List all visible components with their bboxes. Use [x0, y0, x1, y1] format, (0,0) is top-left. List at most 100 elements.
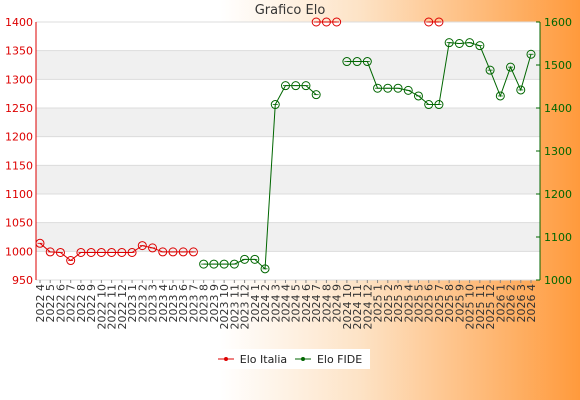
x-tick-label: 2025 7	[433, 284, 446, 323]
right-tick-label: 1200	[544, 188, 572, 201]
data-point	[158, 247, 168, 257]
x-tick-label: 2024 2	[259, 284, 272, 323]
data-point	[311, 90, 321, 100]
x-tick-label: 2022 12	[116, 284, 129, 330]
legend-swatch-fide	[294, 357, 311, 361]
data-point	[281, 81, 290, 91]
series-layer	[35, 17, 536, 274]
data-point	[342, 57, 352, 67]
data-point	[229, 259, 239, 269]
left-tick-label: 1000	[5, 245, 33, 258]
data-point	[188, 247, 198, 257]
x-tick-label: 2024 9	[331, 284, 344, 323]
plot-band	[36, 165, 540, 194]
data-point	[321, 17, 331, 27]
left-tick-label: 950	[12, 274, 33, 287]
right-tick-label: 1100	[544, 231, 572, 244]
x-tick-label: 2025 8	[443, 284, 456, 323]
x-tick-label: 2022 7	[65, 284, 78, 323]
plot-band	[36, 108, 540, 137]
series-0	[35, 17, 444, 266]
left-tick-label: 1200	[5, 131, 33, 144]
series-line	[39, 242, 194, 262]
data-point	[96, 247, 106, 257]
data-point	[424, 100, 434, 110]
x-tick-label: 2025 9	[453, 284, 466, 323]
plot-background	[36, 22, 540, 280]
x-tick-label: 2024 10	[341, 284, 354, 330]
plot-band	[36, 222, 540, 252]
data-point	[444, 38, 454, 48]
data-point	[454, 39, 464, 48]
data-point	[199, 259, 209, 269]
x-tick-label: 2024 11	[351, 284, 364, 330]
x-tick-label: 2023 3	[147, 284, 160, 323]
left-tick-label: 1250	[5, 102, 33, 115]
x-tick-label: 2025 11	[474, 284, 487, 330]
chart-title: Grafico Elo	[254, 3, 326, 18]
data-point	[352, 57, 362, 67]
data-point	[373, 83, 383, 93]
right-tick-label: 1000	[544, 274, 572, 287]
x-tick-label: 2022 8	[75, 284, 88, 323]
x-tick-label: 2023 2	[136, 284, 149, 323]
data-point	[219, 259, 229, 269]
x-tick-label: 2023 12	[239, 284, 252, 330]
x-tick-label: 2023 7	[187, 284, 200, 323]
data-point	[413, 91, 423, 101]
data-point	[311, 17, 321, 27]
x-tick-label: 2024 8	[320, 284, 333, 323]
legend-item-fide: Elo FIDE	[294, 353, 362, 366]
left-tick-label: 1350	[5, 45, 33, 58]
x-tick-label: 2025 10	[464, 284, 477, 330]
x-tick-label: 2026 4	[525, 284, 538, 323]
x-tick-label: 2025 5	[412, 284, 425, 323]
legend-swatch-italia	[217, 357, 234, 361]
left-tick-label: 1050	[5, 217, 33, 230]
x-tick-label: 2022 6	[54, 284, 67, 323]
data-point	[45, 247, 55, 257]
legend-label-italia: Elo Italia	[239, 352, 288, 366]
x-tick-label: 2025 3	[392, 284, 405, 323]
x-tick-label: 2025 12	[484, 284, 497, 330]
data-point	[291, 81, 301, 91]
data-point	[86, 247, 96, 257]
data-point	[434, 17, 444, 27]
data-point	[127, 247, 137, 257]
x-tick-label: 2022 11	[106, 284, 119, 330]
data-point	[137, 241, 147, 251]
x-tick-label: 2023 4	[157, 284, 170, 323]
data-point	[107, 247, 117, 257]
x-tick-label: 2024 6	[300, 284, 313, 323]
x-tick-label: 2024 1	[249, 284, 262, 323]
data-point	[393, 83, 403, 93]
grid-lines	[36, 21, 540, 281]
right-tick-label: 1600	[544, 16, 572, 29]
left-tick-label: 1150	[5, 159, 33, 172]
data-point	[66, 256, 76, 266]
data-point	[495, 91, 505, 101]
plot-band	[36, 50, 540, 80]
legend: Elo Italia Elo FIDE	[210, 349, 370, 369]
left-tick-label: 1300	[5, 73, 33, 86]
data-point	[55, 247, 65, 257]
data-point	[434, 100, 444, 110]
x-tick-label: 2024 5	[290, 284, 303, 323]
x-tick-label: 2024 7	[310, 284, 323, 323]
data-point	[516, 85, 526, 95]
data-point	[148, 243, 158, 253]
data-point	[178, 247, 188, 257]
data-point	[250, 254, 260, 264]
x-tick-label: 2023 10	[218, 284, 231, 330]
data-point	[383, 83, 393, 93]
x-tick-label: 2022 9	[85, 284, 98, 323]
x-tick-label: 2025 1	[372, 284, 385, 323]
left-tick-label: 1100	[5, 188, 33, 201]
data-point	[424, 17, 434, 27]
x-tick-label: 2023 1	[126, 284, 139, 323]
x-tick-label: 2026 2	[505, 284, 518, 323]
x-tick-label: 2024 4	[280, 284, 293, 323]
